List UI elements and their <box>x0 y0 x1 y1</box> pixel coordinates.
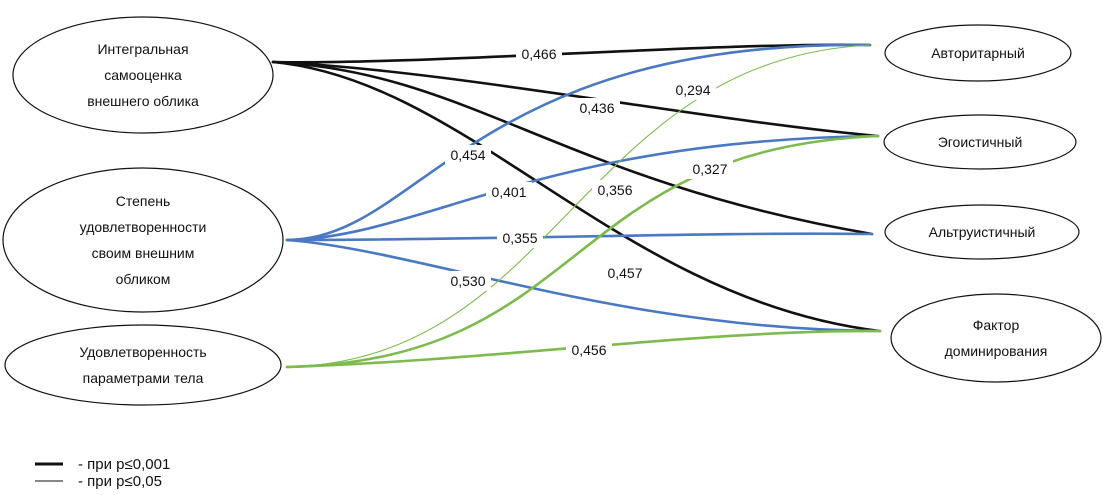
node-ellipse <box>890 293 1102 383</box>
node-ellipse <box>884 204 1080 260</box>
coefficient-label-integral-authoritarian: 0,466 <box>516 44 562 64</box>
coefficient-label-background <box>670 80 716 100</box>
coefficient-label-background <box>687 159 733 179</box>
coefficient-label-background <box>486 182 532 202</box>
node-dominance: Фактор доминирования <box>890 293 1102 383</box>
node-label-line: Фактор <box>973 317 1020 333</box>
coefficient-labels-layer: 0,466 0,436 0,356 0,457 0,454 0,401 0,355 0,530… <box>445 44 733 360</box>
node-satisfaction: Степень удовлетворенности своим внешним обл… <box>2 167 284 313</box>
coefficient-value: 0,356 <box>597 182 632 198</box>
edge-satisfaction-altruistic <box>285 232 874 242</box>
legend-label: - при p≤0,001 <box>78 456 170 473</box>
edge-satisfaction-dominance <box>285 238 882 333</box>
node-label-line: обликом <box>116 271 171 287</box>
coefficient-value: 0,401 <box>491 184 526 200</box>
edge-integral-dominance <box>271 60 882 333</box>
coefficient-value: 0,436 <box>579 100 614 116</box>
node-label-line: Удовлетворенность <box>79 344 206 360</box>
coefficient-label-satisfaction-egoistic: 0,401 <box>486 182 532 202</box>
legend-item-p001: - при p≤0,001 <box>35 456 170 473</box>
edge-integral-egoistic <box>271 60 880 138</box>
node-ellipse <box>884 24 1072 82</box>
edge-body-authoritarian <box>286 44 871 368</box>
coefficient-value: 0,456 <box>571 342 606 358</box>
node-label-line: внешнего облика <box>87 93 199 109</box>
coefficient-value: 0,355 <box>502 230 537 246</box>
coefficient-label-body-authoritarian: 0,294 <box>670 80 716 100</box>
legend: - при p≤0,001- при p≤0,05 <box>35 456 170 490</box>
node-label-line: Интегральная <box>97 41 188 57</box>
edge-satisfaction-authoritarian <box>285 43 872 242</box>
edges-layer <box>271 43 882 369</box>
coefficient-label-background <box>566 340 612 360</box>
coefficient-value: 0,466 <box>521 46 556 62</box>
coefficient-label-background <box>445 145 491 165</box>
coefficient-label-body-dominance: 0,456 <box>566 340 612 360</box>
coefficient-label-satisfaction-dominance: 0,530 <box>445 271 491 291</box>
node-ellipse <box>12 16 274 134</box>
edge-body-egoistic <box>285 134 880 369</box>
node-ellipse <box>2 167 284 313</box>
legend-label: - при p≤0,05 <box>78 473 162 490</box>
node-authoritarian: Авторитарный <box>884 24 1072 82</box>
coefficient-label-satisfaction-authoritarian: 0,454 <box>445 145 491 165</box>
node-integral: Интегральная самооценка внешнего облика <box>12 16 274 134</box>
coefficient-value: 0,530 <box>450 273 485 289</box>
node-altruistic: Альтруистичный <box>884 204 1080 260</box>
coefficient-label-background <box>592 180 638 200</box>
node-label-line: Альтруистичный <box>929 224 1036 240</box>
coefficient-label-background <box>602 263 648 283</box>
coefficient-value: 0,294 <box>675 82 710 98</box>
coefficient-value: 0,454 <box>450 147 485 163</box>
node-egoistic: Эгоистичный <box>883 114 1077 170</box>
node-label-line: удовлетворенности <box>80 219 207 235</box>
node-ellipse <box>883 114 1077 170</box>
coefficient-label-background <box>497 228 543 248</box>
nodes-layer: Интегральная самооценка внешнего облика Сте… <box>2 16 1102 406</box>
legend-item-p05: - при p≤0,05 <box>35 473 162 490</box>
node-label-line: параметрами тела <box>83 370 204 386</box>
coefficient-value: 0,457 <box>607 265 642 281</box>
coefficient-value: 0,327 <box>692 161 727 177</box>
coefficient-label-satisfaction-altruistic: 0,355 <box>497 228 543 248</box>
node-label-line: своим внешним <box>92 245 195 261</box>
coefficient-label-background <box>445 271 491 291</box>
node-label-line: Эгоистичный <box>938 134 1023 150</box>
coefficient-label-integral-egoistic: 0,436 <box>574 98 620 118</box>
coefficient-label-body-egoistic: 0,327 <box>687 159 733 179</box>
coefficient-label-background <box>574 98 620 118</box>
coefficient-label-background <box>516 44 562 64</box>
edge-integral-altruistic <box>271 60 874 236</box>
node-label-line: доминирования <box>945 343 1048 359</box>
node-label-line: самооценка <box>104 67 182 83</box>
node-label-line: Степень <box>116 193 171 209</box>
node-ellipse <box>4 324 282 406</box>
coefficient-label-integral-dominance: 0,457 <box>602 263 648 283</box>
node-body: Удовлетворенность параметрами тела <box>4 324 282 406</box>
node-label-line: Авторитарный <box>931 45 1025 61</box>
coefficient-label-integral-altruistic: 0,356 <box>592 180 638 200</box>
